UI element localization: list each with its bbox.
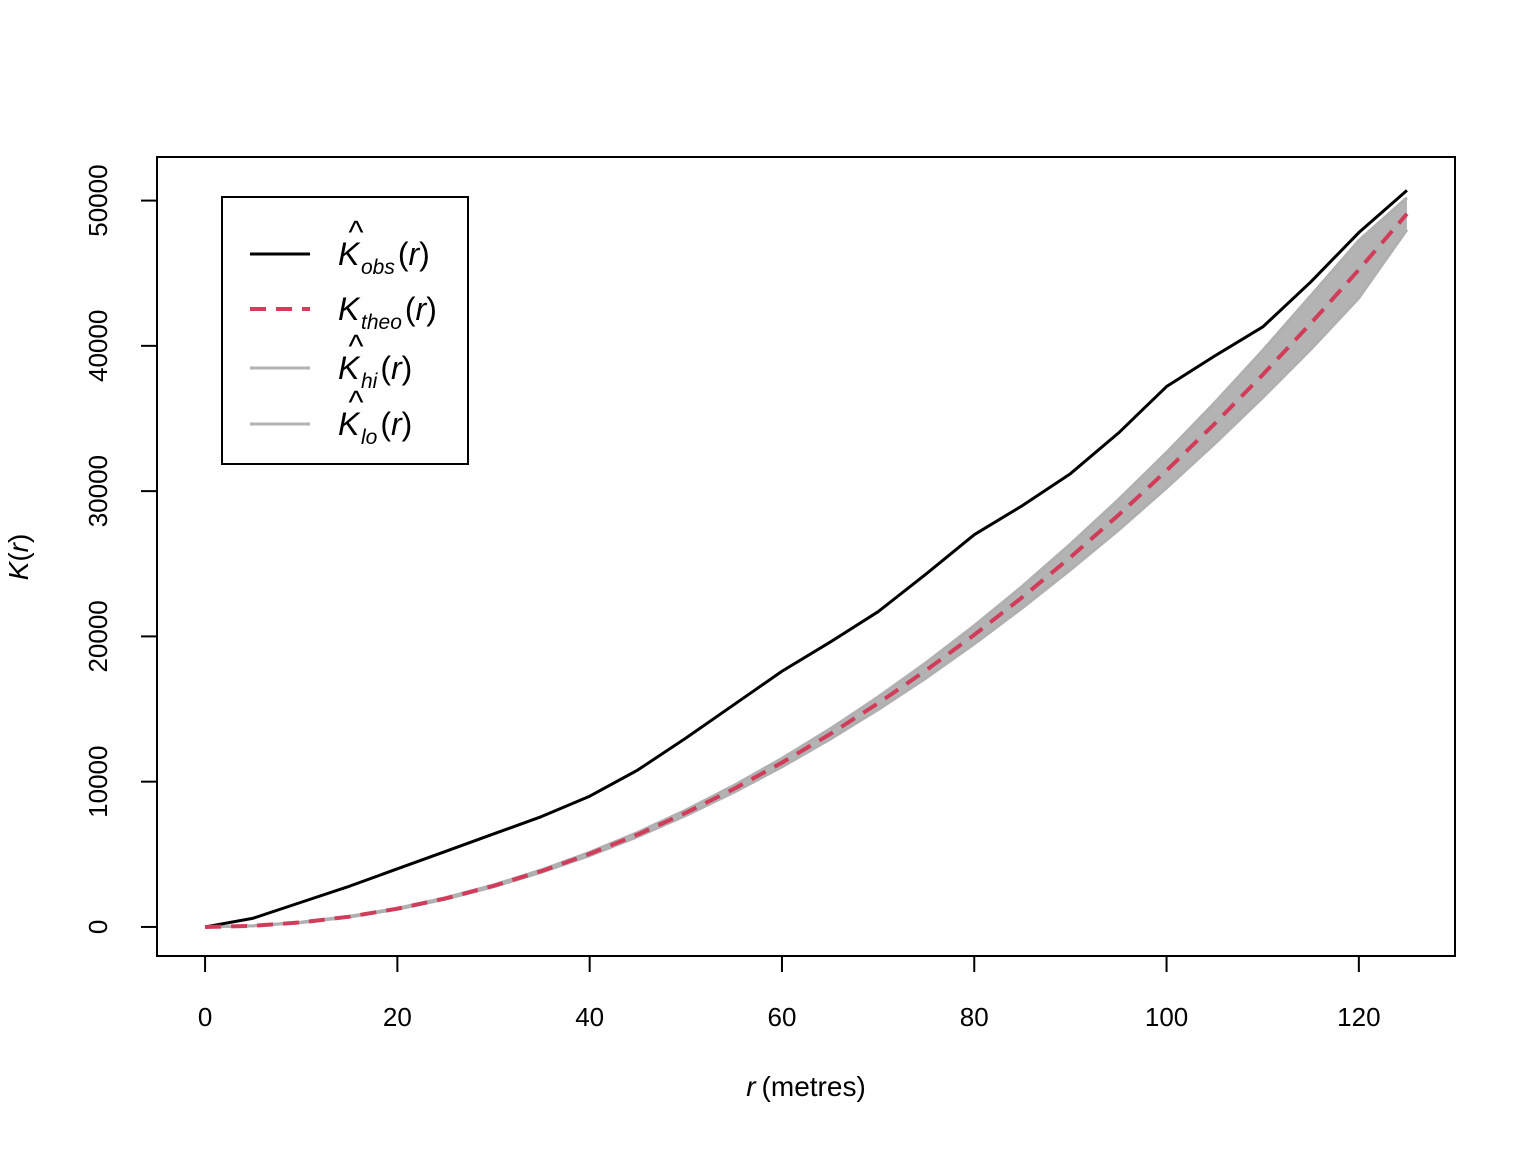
x-axis-label-unit: (metres) bbox=[762, 1071, 866, 1102]
legend-subscript: obs bbox=[361, 256, 395, 279]
x-tick-label: 80 bbox=[960, 1002, 989, 1032]
x-tick-label: 0 bbox=[198, 1002, 212, 1032]
theoretical-line bbox=[205, 212, 1409, 929]
x-axis: 0 20 40 60 80 100 120 bbox=[198, 955, 1381, 1032]
y-tick-label: 20000 bbox=[83, 600, 113, 672]
legend-symbol: K bbox=[338, 350, 361, 386]
x-tick-label: 40 bbox=[575, 1002, 604, 1032]
x-tick-label: 100 bbox=[1145, 1002, 1188, 1032]
x-tick-label: 60 bbox=[768, 1002, 797, 1032]
legend-argument: (r) bbox=[380, 350, 412, 386]
series-lines-layer bbox=[204, 189, 1409, 929]
legend-argument: (r) bbox=[398, 236, 430, 272]
y-tick-label: 0 bbox=[83, 920, 113, 934]
legend-box bbox=[221, 196, 469, 465]
y-tick-label: 50000 bbox=[83, 164, 113, 236]
legend-argument: (r) bbox=[380, 406, 412, 442]
legend-subscript: theo bbox=[361, 311, 402, 334]
legend-item-upper-envelope: K^ hi (r) bbox=[250, 328, 412, 393]
y-axis-label: K(r) bbox=[3, 534, 34, 581]
observed-line bbox=[204, 189, 1408, 929]
legend-item-lower-envelope: K^ lo (r) bbox=[250, 384, 412, 449]
legend-hat-accent: ^ bbox=[348, 384, 364, 420]
legend-symbol: K bbox=[338, 406, 361, 442]
x-axis-label-variable: r bbox=[746, 1071, 757, 1102]
legend-subscript: lo bbox=[361, 426, 378, 449]
y-tick-label: 10000 bbox=[83, 746, 113, 818]
lower-envelope-line bbox=[205, 228, 1409, 929]
legend: K^obs (r)K theo (r)K^hi (r)K^lo (r) bbox=[221, 196, 469, 465]
legend-hat-accent: ^ bbox=[348, 328, 364, 364]
y-tick-label: 40000 bbox=[83, 310, 113, 382]
y-tick-label: 30000 bbox=[83, 455, 113, 527]
legend-item-observed: K^ obs (r) bbox=[250, 214, 430, 279]
legend-subscript: hi bbox=[361, 370, 379, 393]
legend-argument: (r) bbox=[405, 291, 437, 327]
y-axis-label-argument: r bbox=[3, 541, 34, 552]
y-axis: 0 10000 20000 30000 40000 50000 bbox=[83, 164, 158, 934]
x-tick-label: 20 bbox=[383, 1002, 412, 1032]
x-axis-label: r (metres) bbox=[746, 1071, 866, 1102]
legend-hat-accent: ^ bbox=[348, 214, 364, 250]
x-tick-label: 120 bbox=[1337, 1002, 1380, 1032]
legend-symbol: K bbox=[338, 291, 361, 327]
legend-symbol: K bbox=[338, 236, 361, 272]
y-axis-label-function: K bbox=[3, 560, 34, 580]
